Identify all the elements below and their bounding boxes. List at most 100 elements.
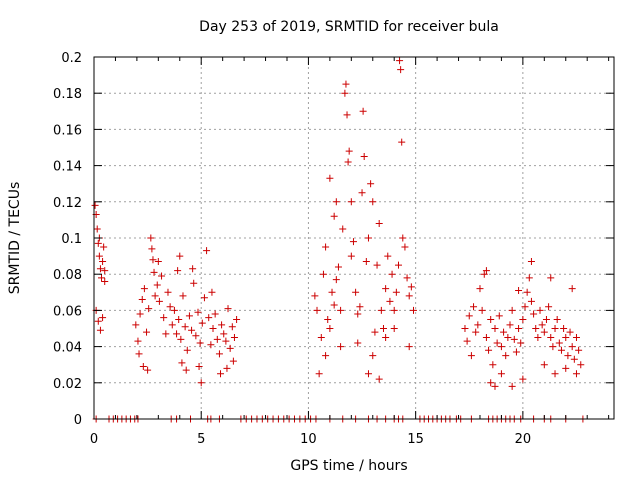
- data-point: [382, 334, 390, 342]
- data-point: [399, 234, 407, 242]
- data-point: [177, 335, 185, 343]
- data-point: [153, 281, 161, 289]
- data-point: [536, 306, 544, 314]
- y-axis-label: SRMTID / TECUs: [7, 182, 23, 295]
- data-point: [203, 247, 211, 255]
- data-point: [572, 334, 580, 342]
- data-point: [364, 370, 372, 378]
- data-point: [150, 268, 158, 276]
- data-point: [99, 314, 107, 322]
- data-point: [472, 328, 480, 336]
- data-point: [332, 276, 340, 284]
- data-point: [213, 335, 221, 343]
- data-point: [140, 285, 148, 293]
- data-point: [198, 319, 206, 327]
- data-point: [347, 198, 355, 206]
- data-point: [139, 363, 147, 371]
- y-tick-label: 0: [74, 413, 82, 428]
- y-tick-label: 0.12: [53, 196, 82, 211]
- data-point: [555, 339, 563, 347]
- data-point: [181, 323, 189, 331]
- data-point: [222, 337, 230, 345]
- data-point: [96, 265, 104, 273]
- data-point: [519, 315, 527, 323]
- data-point: [356, 303, 364, 311]
- axis-ticks: 0 0.02 0.04 0.06 0.08 0.1 0.12 0.14 0.16 0.18 0.2 0…: [53, 51, 614, 447]
- data-point: [480, 270, 488, 278]
- data-point: [344, 158, 352, 166]
- data-point: [226, 344, 234, 352]
- data-point: [382, 285, 390, 293]
- data-point: [332, 198, 340, 206]
- data-point: [551, 370, 559, 378]
- data-point: [194, 308, 202, 316]
- data-point: [192, 332, 200, 340]
- data-point: [410, 306, 418, 314]
- data-point: [570, 355, 578, 363]
- data-point: [463, 337, 471, 345]
- data-point: [145, 305, 153, 313]
- data-point: [334, 263, 342, 271]
- data-point: [330, 301, 338, 309]
- data-point: [326, 174, 334, 182]
- data-point: [178, 359, 186, 367]
- data-point: [549, 343, 557, 351]
- data-point: [200, 294, 208, 302]
- data-point: [220, 330, 228, 338]
- data-point: [398, 138, 406, 146]
- data-point: [162, 330, 170, 338]
- grid-lines: [94, 57, 614, 419]
- data-point: [134, 337, 142, 345]
- data-point: [230, 334, 238, 342]
- data-point: [532, 325, 540, 332]
- data-point: [482, 267, 490, 275]
- data-point: [328, 288, 336, 296]
- data-point: [147, 234, 155, 242]
- data-point: [155, 297, 163, 305]
- data-point: [491, 325, 499, 332]
- x-tick-label: 15: [407, 432, 424, 447]
- data-point: [93, 225, 101, 233]
- data-point: [485, 346, 493, 354]
- data-point: [218, 321, 226, 329]
- data-point: [95, 252, 103, 260]
- data-point: [94, 239, 102, 247]
- data-point: [352, 288, 360, 296]
- data-point: [367, 180, 375, 188]
- data-point: [343, 111, 351, 119]
- data-point: [572, 370, 580, 378]
- data-point: [369, 198, 377, 206]
- data-point: [151, 292, 159, 300]
- data-point: [182, 366, 190, 374]
- data-point: [497, 343, 505, 351]
- data-point: [170, 306, 178, 314]
- data-point: [176, 252, 184, 260]
- data-point: [207, 341, 215, 349]
- data-point: [388, 270, 396, 278]
- data-point: [209, 325, 217, 332]
- data-point: [373, 261, 381, 269]
- data-point: [188, 326, 196, 334]
- y-tick-label: 0.16: [53, 123, 82, 138]
- data-point: [375, 375, 383, 383]
- data-point: [510, 335, 518, 343]
- y-tick-label: 0.04: [53, 341, 82, 356]
- data-point: [560, 325, 568, 332]
- data-point: [405, 292, 413, 300]
- data-point: [476, 285, 484, 293]
- data-point: [495, 312, 503, 320]
- data-point: [491, 382, 499, 390]
- data-point: [190, 279, 198, 287]
- y-tick-label: 0.14: [53, 160, 82, 175]
- data-point: [542, 315, 550, 323]
- data-point: [364, 234, 372, 242]
- data-point: [371, 328, 379, 336]
- data-point: [223, 364, 231, 372]
- data-point: [337, 343, 345, 351]
- data-point: [168, 321, 176, 329]
- data-point: [347, 252, 355, 260]
- data-point: [233, 315, 241, 323]
- data-point: [358, 189, 366, 197]
- data-point: [362, 258, 370, 266]
- data-point: [396, 57, 404, 65]
